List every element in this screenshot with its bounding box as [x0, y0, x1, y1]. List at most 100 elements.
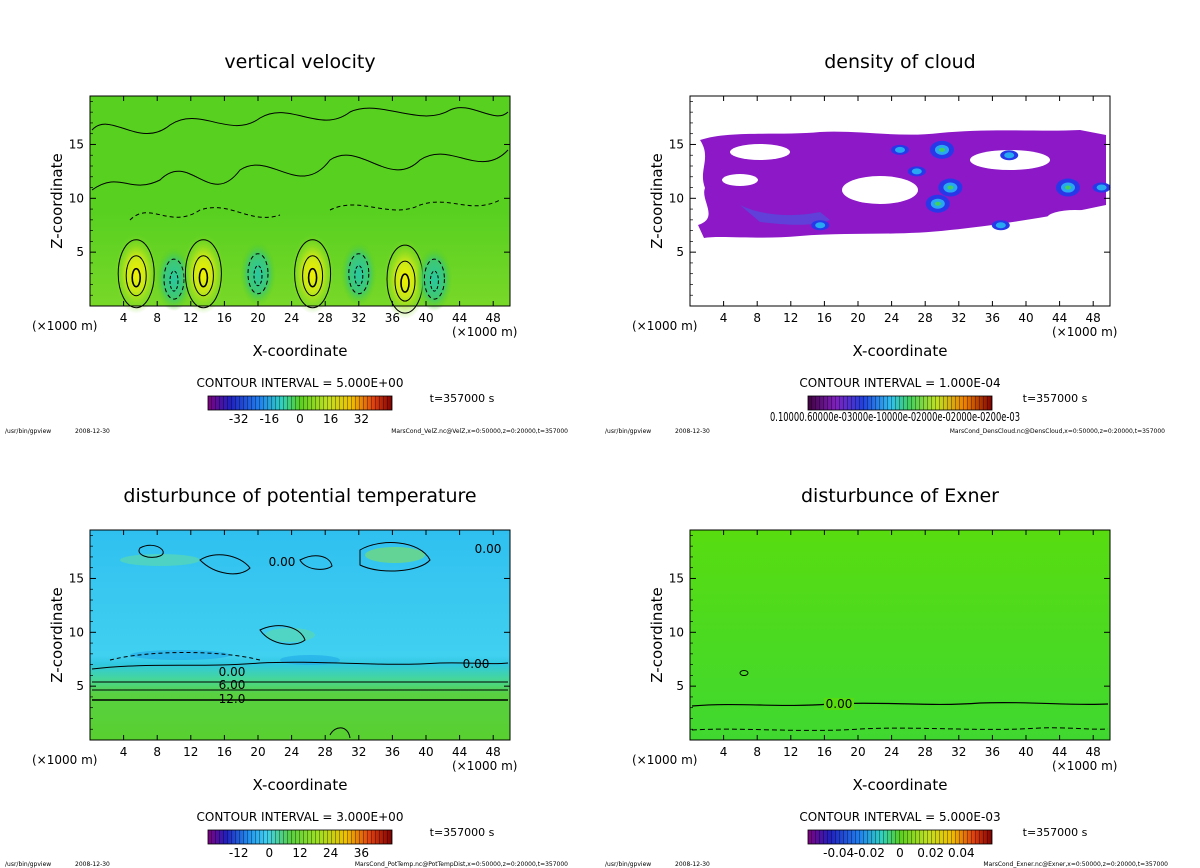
plot-frame	[689, 529, 1111, 741]
footer-program: /usr/bin/gpview	[605, 428, 651, 435]
contour-line	[739, 670, 749, 676]
updraft-core-contour	[198, 267, 209, 288]
downdraft-core-contour	[169, 270, 179, 292]
x-tick-label: 28	[918, 311, 933, 325]
contour-line	[109, 652, 261, 661]
colorbar-tick-label: 16	[323, 412, 338, 426]
x-tick-label: 48	[1086, 745, 1101, 759]
updraft-core-contour	[131, 267, 141, 288]
chart-title: vertical velocity	[224, 51, 375, 73]
x-tick-label: 8	[153, 311, 161, 325]
contour-line	[129, 207, 281, 221]
footer-source: MarsCond_Exner.nc@Exner,x=0:50000,z=0:20…	[983, 861, 1168, 868]
x-tick-label: 44	[1052, 311, 1067, 325]
x-tick-label: 36	[385, 745, 400, 759]
contour-line	[329, 727, 351, 739]
x-tick-label: 44	[452, 745, 467, 759]
x-tick-label: 8	[753, 745, 761, 759]
colorbar-frame	[207, 395, 393, 411]
colorbar-tick-label: -0.02	[854, 846, 885, 860]
x-tick-label: 16	[817, 311, 832, 325]
panel-density-of-cloud: density of cloud 4 8 12 16 20 24 28 32 36 40 44 485…	[605, 51, 1165, 435]
x-tick-label: 32	[951, 311, 966, 325]
x-tick-label: 40	[1018, 745, 1033, 759]
x-tick-label: 40	[1018, 311, 1033, 325]
updraft-contour	[394, 260, 416, 302]
y-tick-label: 10	[69, 625, 84, 639]
contour-label: 0.00	[269, 555, 296, 569]
colorbar-tick-label: 0.04	[948, 846, 975, 860]
y-tick-label: 10	[69, 191, 84, 205]
panel-exner: disturbunce of Exner 0.00 4 8 12 16 20 24 28 32…	[605, 485, 1168, 868]
contour-line	[91, 107, 509, 134]
plot-frame	[689, 95, 1111, 307]
updraft-cell	[181, 233, 226, 314]
x-tick-label: 4	[120, 745, 128, 759]
y-tick-label: 5	[76, 245, 84, 259]
contour-line	[91, 149, 509, 191]
time-label: t=357000 s	[1023, 826, 1088, 839]
contour-label: 6.00	[219, 678, 246, 692]
x-tick-label: 24	[884, 311, 899, 325]
x-tick-label: 12	[183, 745, 198, 759]
cloud-peak-max	[1065, 185, 1071, 190]
x-tick-label: 4	[720, 311, 728, 325]
x-tick-label: 40	[418, 745, 433, 759]
contour-interval: CONTOUR INTERVAL = 1.000E-04	[799, 376, 1000, 390]
heatmap-background	[690, 530, 1110, 740]
x-unit-right: (×1000 m)	[1052, 759, 1117, 773]
colorbar-frame	[807, 395, 993, 411]
x-tick-label: 28	[918, 745, 933, 759]
x-tick-label: 32	[351, 745, 366, 759]
colorbar-tick-label: 36	[354, 846, 369, 860]
y-axis-label: Z-coordinate	[648, 153, 666, 248]
x-tick-label: 4	[720, 745, 728, 759]
cloud-peak-core	[1004, 152, 1015, 159]
colorbar-tick-label: 32	[354, 412, 369, 426]
footer-program: /usr/bin/gpview	[5, 861, 51, 868]
chart-title: disturbunce of Exner	[801, 485, 999, 507]
x-tick-label: 36	[985, 745, 1000, 759]
y-tick-label: 15	[69, 571, 84, 585]
x-tick-label: 40	[418, 311, 433, 325]
colorbar-tick-labels: 0.10000.60000e-03000e-10000e-02000e-0200…	[770, 410, 1020, 424]
time-label: t=357000 s	[430, 826, 495, 839]
footer-date: 2008-12-30	[675, 428, 710, 435]
colorbar-tick-label: -12	[229, 846, 249, 860]
contour-label-bg	[824, 698, 854, 710]
x-tick-label: 8	[753, 311, 761, 325]
x-tick-label: 48	[486, 311, 501, 325]
x-tick-label: 8	[153, 745, 161, 759]
x-tick-label: 24	[884, 745, 899, 759]
y-tick-label: 15	[669, 571, 684, 585]
cloud-peak-max	[939, 147, 945, 152]
temperature-anomaly	[365, 547, 425, 563]
contour-line	[691, 727, 1109, 731]
colorbar-frame	[807, 829, 993, 845]
x-unit-left: (×1000 m)	[632, 319, 697, 333]
downdraft-cell	[240, 241, 276, 306]
temperature-anomaly	[120, 554, 200, 566]
contour-interval: CONTOUR INTERVAL = 5.000E+00	[197, 376, 404, 390]
contour-label: 0.00	[826, 697, 853, 711]
updraft-cell	[290, 233, 335, 314]
colorbar-tick-label: 24	[323, 846, 338, 860]
y-tick-label: 15	[669, 137, 684, 151]
updraft-cell	[114, 233, 159, 314]
colorbar-tick-label: -16	[260, 412, 280, 426]
contour-line	[91, 661, 509, 670]
colorbar-tick-label: -0.04	[823, 846, 854, 860]
panel-potential-temperature: disturbunce of potential temperature 0.0…	[5, 485, 568, 868]
temperature-anomaly	[265, 628, 315, 642]
footer-source: MarsCond_VelZ.nc@VelZ,x=0:50000,z=0:2000…	[391, 428, 568, 435]
cloud-peak-core	[895, 146, 905, 153]
x-tick-label: 4	[120, 311, 128, 325]
x-axis-label: X-coordinate	[853, 342, 948, 360]
x-tick-label: 28	[318, 311, 333, 325]
downdraft-contour	[348, 253, 370, 295]
contour-label: 12.0	[219, 692, 246, 706]
cloud-gap	[722, 174, 758, 186]
x-tick-label: 20	[250, 311, 265, 325]
